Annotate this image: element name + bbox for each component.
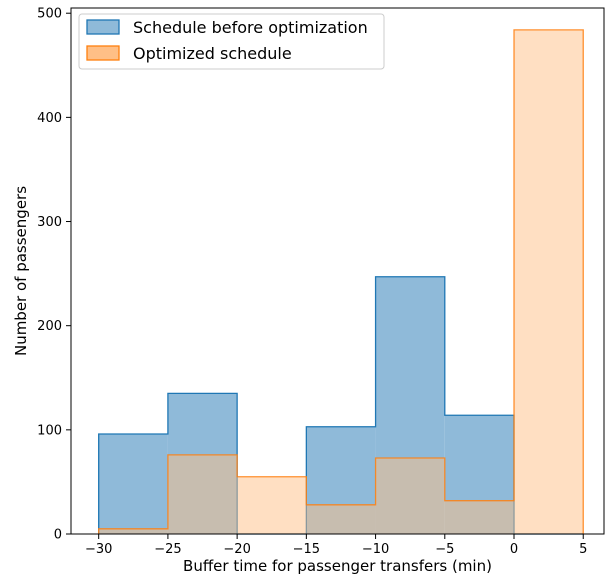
step-outline-optimized <box>98 29 584 534</box>
bar-optimized-2 <box>237 476 307 534</box>
legend-swatch-optimized <box>86 45 120 61</box>
x-tick-label: −20 <box>223 542 250 557</box>
bar-optimized-4 <box>375 457 445 534</box>
plot-frame <box>70 7 605 535</box>
bar-before-0 <box>98 434 168 534</box>
legend-label-optimized: Optimized schedule <box>133 44 292 63</box>
x-axis-label: Buffer time for passenger transfers (min… <box>183 557 492 575</box>
bar-optimized-5 <box>444 500 515 534</box>
y-tick-label: 200 <box>37 319 62 334</box>
x-tick-label: −25 <box>154 542 181 557</box>
x-tick-label: −10 <box>362 542 389 557</box>
y-tick-label: 300 <box>37 215 62 230</box>
bar-optimized-0 <box>98 528 168 534</box>
x-tick-label: 0 <box>510 542 518 557</box>
x-tick-label: −30 <box>85 542 112 557</box>
bar-optimized-1 <box>167 454 238 534</box>
legend: Schedule before optimization Optimized s… <box>78 13 385 70</box>
y-axis-label: Number of passengers <box>12 186 30 356</box>
x-tick-label: 5 <box>579 542 587 557</box>
plot-layer <box>98 29 584 535</box>
y-tick-label: 0 <box>54 528 62 543</box>
legend-label-before: Schedule before optimization <box>133 18 368 37</box>
x-tick-label: −15 <box>293 542 320 557</box>
x-tick-label: −5 <box>435 542 454 557</box>
bar-optimized-6 <box>514 29 584 535</box>
legend-swatch-before <box>86 19 120 35</box>
legend-box <box>78 13 385 70</box>
y-tick-label: 100 <box>37 423 62 438</box>
y-tick-label: 500 <box>37 7 62 22</box>
y-tick-label: 400 <box>37 111 62 126</box>
bar-optimized-3 <box>306 504 376 534</box>
step-outline-before <box>98 276 584 535</box>
